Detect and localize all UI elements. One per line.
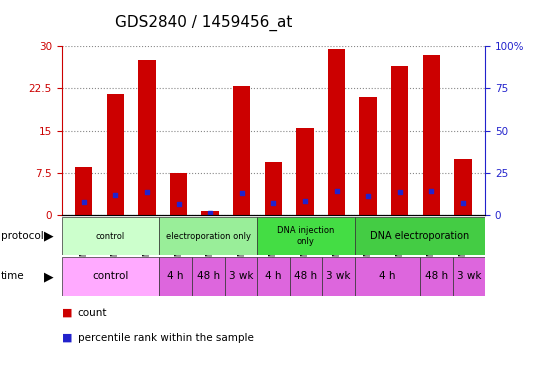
Bar [423,55,440,215]
Point [174,201,183,207]
Bar [328,49,345,215]
Bar [452,257,485,296]
Text: control: control [96,232,125,241]
Point [332,187,341,194]
Bar [202,210,219,215]
Text: DNA electroporation: DNA electroporation [370,231,470,241]
Bar [391,66,408,215]
Text: electroporation only: electroporation only [166,232,251,241]
Text: count: count [78,308,107,318]
Text: 3 wk: 3 wk [326,271,351,281]
Bar [296,128,314,215]
Bar [289,257,322,296]
Bar [170,173,187,215]
Bar [355,217,485,255]
Point [111,192,120,198]
Bar [225,257,257,296]
Bar [62,257,159,296]
Text: 48 h: 48 h [294,271,317,281]
Text: ▶: ▶ [44,270,54,283]
Point [143,189,151,195]
Text: control: control [92,271,129,281]
Bar [107,94,124,215]
Text: ▶: ▶ [44,230,54,243]
Bar [62,217,159,255]
Text: 48 h: 48 h [425,271,448,281]
Bar [159,257,192,296]
Bar [257,257,289,296]
Text: 3 wk: 3 wk [457,271,481,281]
Point [269,200,278,206]
Bar [420,257,452,296]
Bar [192,257,225,296]
Text: 48 h: 48 h [197,271,220,281]
Text: DNA injection
only: DNA injection only [277,227,334,246]
Point [396,189,404,195]
Bar [355,257,420,296]
Bar [322,257,355,296]
Point [206,209,214,215]
Point [79,199,88,205]
Point [364,194,373,200]
Text: ■: ■ [62,308,72,318]
Text: ■: ■ [62,333,72,343]
Text: 4 h: 4 h [379,271,396,281]
Bar [265,162,282,215]
Bar [138,60,155,215]
Bar [159,217,257,255]
Point [427,187,436,194]
Bar [75,167,92,215]
Text: GDS2840 / 1459456_at: GDS2840 / 1459456_at [115,15,292,31]
Text: 4 h: 4 h [265,271,281,281]
Text: protocol: protocol [1,231,44,241]
Bar [360,97,377,215]
Bar [257,217,355,255]
Point [301,198,309,204]
Text: percentile rank within the sample: percentile rank within the sample [78,333,254,343]
Text: 3 wk: 3 wk [228,271,253,281]
Text: 4 h: 4 h [167,271,184,281]
Bar [233,86,250,215]
Point [237,190,246,196]
Text: time: time [1,271,25,281]
Point [459,200,467,206]
Bar [455,159,472,215]
